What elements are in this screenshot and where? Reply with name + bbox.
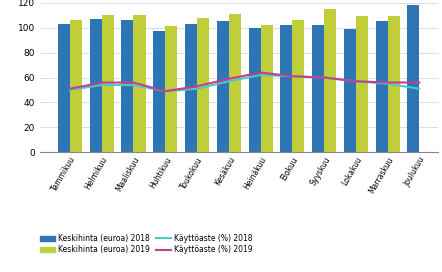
Bar <box>229 14 241 152</box>
Bar <box>356 16 368 152</box>
Bar <box>185 24 197 152</box>
Bar <box>217 21 229 152</box>
Bar <box>58 24 70 152</box>
Bar <box>90 19 102 152</box>
Bar <box>102 15 114 152</box>
Bar <box>133 15 145 152</box>
Bar <box>248 28 261 152</box>
Bar <box>153 31 165 152</box>
Bar <box>197 18 209 152</box>
Bar <box>408 5 419 152</box>
Bar <box>261 25 273 152</box>
Bar <box>165 26 177 152</box>
Bar <box>280 25 293 152</box>
Bar <box>312 25 324 152</box>
Bar <box>70 20 82 152</box>
Legend: Keskihinta (euroa) 2018, Keskihinta (euroa) 2019, Käyttöaste (%) 2018, Käyttöast: Keskihinta (euroa) 2018, Keskihinta (eur… <box>40 234 253 254</box>
Bar <box>293 20 305 152</box>
Bar <box>344 29 356 152</box>
Bar <box>324 9 336 152</box>
Bar <box>122 20 133 152</box>
Bar <box>376 21 388 152</box>
Bar <box>388 16 400 152</box>
